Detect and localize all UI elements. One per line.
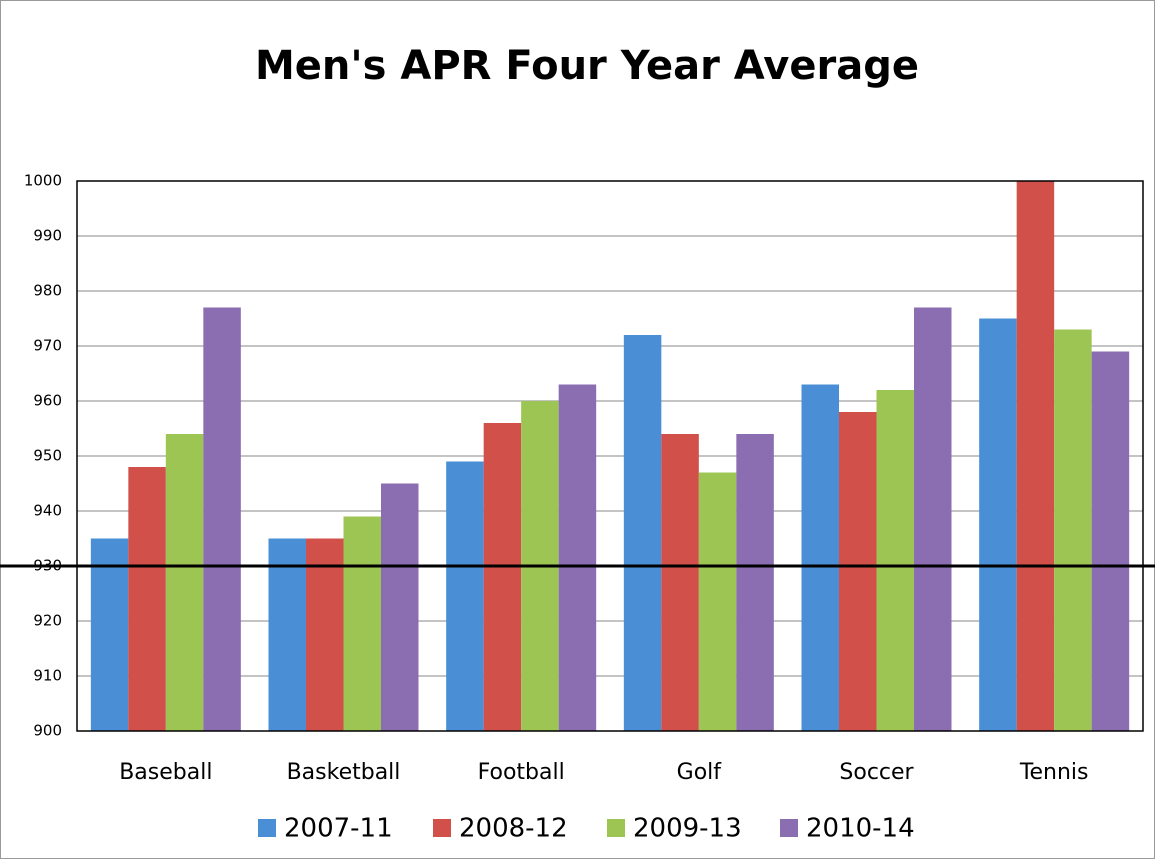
bar [698, 472, 737, 731]
bar [268, 538, 306, 731]
bar [446, 461, 484, 731]
bar [306, 538, 344, 731]
bar [483, 423, 522, 731]
legend-label: 2008-12 [459, 814, 568, 844]
x-tick-label: Basketball [287, 760, 401, 785]
bar [914, 307, 952, 731]
bar [979, 318, 1017, 731]
y-tick-label: 970 [33, 337, 62, 355]
legend-label: 2009-13 [633, 814, 742, 844]
bar [558, 384, 597, 731]
bar [90, 538, 129, 731]
y-tick-label: 940 [33, 502, 62, 520]
bar [1016, 181, 1055, 731]
legend-label: 2007-11 [284, 814, 393, 844]
bar [661, 434, 699, 731]
bar [343, 516, 381, 731]
bar [839, 412, 877, 731]
y-tick-label: 960 [33, 392, 62, 410]
x-tick-label: Football [478, 760, 565, 785]
y-tick-label: 980 [33, 282, 62, 300]
bar [203, 307, 241, 731]
chart-title: Men's APR Four Year Average [255, 43, 919, 89]
bar [623, 335, 662, 731]
legend-swatch [258, 819, 276, 837]
bar [1091, 351, 1130, 731]
bar [381, 483, 419, 731]
bar [801, 384, 839, 731]
legend-swatch [433, 819, 451, 837]
y-tick-label: 950 [33, 447, 62, 465]
legend-swatch [780, 819, 798, 837]
bar [128, 467, 166, 731]
y-tick-label: 910 [33, 667, 62, 685]
legend-swatch [607, 819, 625, 837]
legend-label: 2010-14 [806, 814, 915, 844]
y-tick-label: 1000 [24, 172, 62, 190]
plot-border [76, 180, 1144, 732]
bar [876, 390, 914, 731]
bar [736, 434, 774, 731]
x-tick-label: Baseball [119, 760, 212, 785]
bar [165, 434, 204, 731]
y-tick-label: 990 [33, 227, 62, 245]
x-tick-label: Tennis [1019, 760, 1089, 785]
y-tick-label: 920 [33, 612, 62, 630]
x-tick-label: Golf [677, 760, 723, 785]
x-tick-label: Soccer [839, 760, 914, 785]
y-tick-label: 900 [33, 722, 62, 740]
bar [1054, 329, 1092, 731]
